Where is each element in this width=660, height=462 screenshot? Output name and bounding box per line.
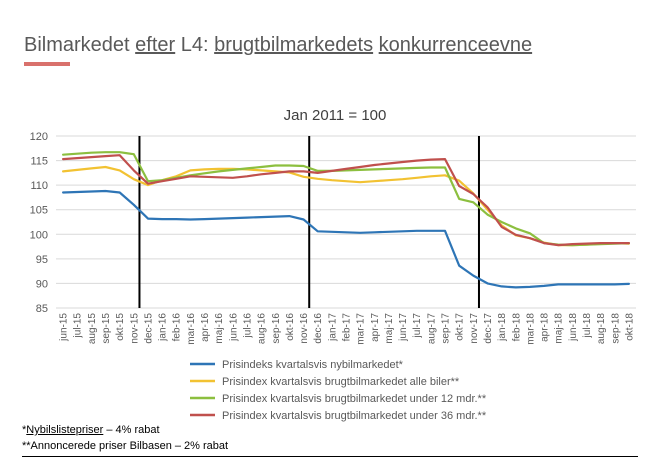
x-tick-label: mar-16 [186, 313, 197, 345]
legend-label: Prisindex kvartalsvis brugtbilmarkedet u… [222, 410, 487, 422]
x-tick-label: maj-16 [214, 313, 225, 344]
x-tick-label: dec-16 [313, 313, 324, 344]
legend-label: Prisindex kvartalsvis brugtbilmarkedet a… [222, 376, 460, 388]
x-tick-label: jun-17 [398, 313, 409, 342]
x-tick-label: feb-17 [342, 313, 353, 342]
series-line [61, 154, 631, 247]
x-tick-label: jan-17 [327, 313, 338, 342]
x-tick-label: jan-18 [497, 313, 508, 342]
x-tick-label: apr-16 [200, 313, 211, 342]
x-tick-label: feb-18 [511, 313, 522, 342]
y-tick-label: 105 [30, 205, 48, 217]
x-tick-label: jan-16 [158, 313, 169, 342]
x-tick-label: aug-18 [596, 313, 607, 345]
x-tick-label: maj-17 [384, 313, 395, 344]
x-tick-label: nov-15 [129, 313, 140, 344]
footnote-2: **Annoncerede priser Bilbasen – 2% rabat [22, 440, 229, 452]
y-tick-label: 90 [36, 278, 48, 290]
y-tick-label: 115 [30, 156, 48, 168]
x-tick-label: nov-17 [469, 313, 480, 344]
x-tick-label: jun-16 [228, 313, 239, 342]
x-tick-label: aug-15 [87, 313, 98, 345]
x-tick-label: jul-18 [582, 313, 593, 339]
legend-label: Prisindex kvartalsvis brugtbilmarkedet u… [222, 393, 487, 405]
y-tick-label: 95 [36, 254, 48, 266]
x-tick-label: okt-17 [455, 313, 466, 341]
x-tick-label: jul-17 [412, 313, 423, 339]
x-tick-label: feb-16 [172, 313, 183, 342]
x-tick-label: mar-18 [525, 313, 536, 345]
y-tick-label: 85 [36, 303, 48, 315]
x-tick-label: nov-16 [299, 313, 310, 344]
title-word: efter [135, 34, 176, 56]
series-lines [61, 151, 631, 289]
legend-label: Prisindeks kvartalsvis nybilmarkedet* [222, 359, 404, 371]
x-tick-label: sep-17 [441, 313, 452, 344]
x-tick-label: maj-18 [554, 313, 565, 344]
x-tick-label: mar-17 [356, 313, 367, 345]
x-tick-label: apr-17 [370, 313, 381, 342]
x-tick-label: sep-15 [101, 313, 112, 344]
y-tick-label: 110 [30, 180, 48, 192]
series-line [61, 151, 631, 247]
x-tick-label: okt-16 [285, 313, 296, 341]
x-tick-label: okt-15 [115, 313, 126, 341]
x-tick-label: aug-17 [426, 313, 437, 345]
title-word: brugtbilmarkedets [214, 34, 374, 56]
footer-divider [22, 456, 638, 457]
footnote-1: *Nybilslistepriser – 4% rabat [22, 424, 160, 436]
y-tick-label: 100 [30, 229, 48, 241]
x-axis-ticks: jun-15 jul-15 aug-15 sep-15 okt-15 nov-15 dec-… [59, 313, 636, 345]
period-markers [138, 136, 480, 308]
title-accent-bar [24, 62, 70, 66]
x-tick-label: dec-17 [483, 313, 494, 344]
x-tick-label: apr-18 [540, 313, 551, 342]
slide-title: Bilmarkedet efter L4: brugtbilmarkedets … [24, 34, 532, 57]
title-word: konkurrenceevne [378, 34, 533, 56]
x-tick-label: jun-15 [59, 313, 70, 342]
x-tick-label: aug-16 [257, 313, 268, 345]
y-tick-label: 120 [30, 131, 48, 143]
x-tick-label: dec-15 [143, 313, 154, 344]
chart-title: Jan 2011 = 100 [284, 107, 387, 124]
title-word: Bilmarkedet [24, 34, 130, 56]
x-tick-label: sep-18 [610, 313, 621, 344]
x-tick-label: sep-16 [271, 313, 282, 344]
x-tick-label: okt-18 [624, 313, 635, 341]
x-tick-label: jul-15 [73, 313, 84, 339]
legend: Prisindeks kvartalsvis nybilmarkedet* Pri… [190, 359, 487, 422]
series-line [61, 189, 631, 289]
x-tick-label: jun-18 [568, 313, 579, 342]
y-axis-ticks: 85 90 95 100 105 110 115 120 [30, 131, 48, 315]
title-word: L4: [180, 34, 209, 56]
x-tick-label: jul-16 [242, 313, 253, 339]
gridlines [56, 135, 636, 309]
